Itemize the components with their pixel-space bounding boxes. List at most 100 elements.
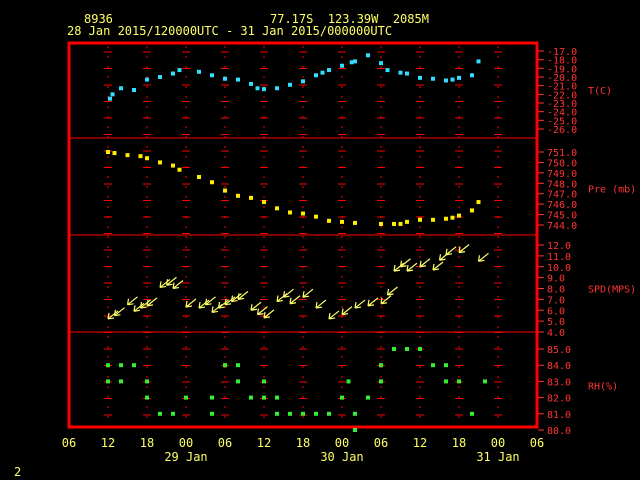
pressure-point — [444, 216, 448, 221]
y-tick-label: 83.0 — [547, 377, 571, 388]
wind-arrow — [380, 295, 392, 305]
pressure-point — [112, 151, 117, 156]
wind-arrow — [432, 261, 444, 271]
y-tick-label: 4.0 — [547, 328, 565, 339]
temperature-point — [119, 86, 123, 91]
rh-point — [392, 347, 396, 351]
rh-point — [431, 363, 435, 368]
wind-axis-title: SPD(MPS) — [588, 285, 636, 296]
y-tick-label: 82.0 — [547, 394, 571, 405]
y-tick-label: -17.0 — [547, 47, 577, 58]
temperature-point — [110, 92, 115, 97]
pressure-point — [431, 217, 435, 222]
pressure-point — [340, 219, 344, 224]
y-tick-label: -21.0 — [547, 82, 577, 93]
wind-arrow — [230, 293, 242, 303]
y-tick-label: 5.0 — [547, 317, 565, 328]
pressure-axis-title: Pre (mb) — [588, 185, 636, 196]
pressure-point — [125, 153, 130, 158]
rh-point — [119, 363, 123, 368]
y-tick-label: 748.0 — [547, 179, 577, 190]
pressure-point — [379, 221, 383, 226]
wind-arrow — [315, 299, 327, 309]
temperature-point — [366, 53, 370, 58]
pressure-point — [301, 211, 305, 216]
pressure-point — [275, 206, 279, 211]
y-tick-label: 749.0 — [547, 169, 577, 180]
rh-point — [158, 411, 162, 416]
temperature-point — [197, 69, 201, 74]
x-tick-label: 00 — [179, 436, 193, 450]
wind-arrow — [354, 299, 366, 309]
y-tick-label: 745.0 — [547, 211, 577, 222]
x-tick-label: 12 — [257, 436, 271, 450]
temperature-point — [470, 73, 474, 78]
y-tick-label: 747.0 — [547, 190, 577, 201]
temperature-point — [236, 77, 240, 82]
rh-point — [119, 379, 123, 384]
station-location: 77.17S 123.39W 2085M — [270, 12, 429, 26]
y-tick-label: 12.0 — [547, 241, 571, 252]
rh-point — [470, 411, 474, 416]
x-tick-label: 00 — [491, 436, 505, 450]
wind-arrow — [250, 301, 262, 311]
wind-arrow — [185, 298, 197, 308]
wind-arrow — [477, 252, 489, 262]
rh-point — [327, 411, 331, 416]
y-tick-label: -23.0 — [547, 99, 577, 110]
wind-arrow — [211, 303, 223, 314]
x-tick-label: 06 — [218, 436, 232, 450]
rh-point — [145, 379, 149, 384]
rh-point — [288, 411, 292, 416]
temperature-point — [314, 73, 318, 78]
wind-arrow — [159, 278, 171, 289]
y-tick-label: -19.0 — [547, 64, 577, 75]
wind-arrow — [282, 288, 294, 298]
rh-point — [236, 379, 240, 384]
rh-point — [249, 395, 253, 400]
x-tick-label: 12 — [413, 436, 427, 450]
wind-arrow — [386, 286, 398, 296]
temperature-point — [457, 75, 461, 80]
pressure-point — [197, 175, 201, 180]
wind-arrow — [256, 306, 268, 316]
y-tick-label: -26.0 — [547, 125, 577, 136]
rh-axis-title: RH(%) — [588, 382, 618, 393]
station-id: 8936 — [84, 12, 113, 26]
temperature-point — [476, 59, 481, 64]
y-tick-label: 744.0 — [547, 221, 577, 232]
rh-point — [184, 395, 188, 400]
x-tick-label: 06 — [62, 436, 76, 450]
pressure-point — [353, 220, 357, 225]
wind-arrow — [198, 299, 210, 309]
temperature-point — [177, 68, 182, 73]
temperature-point — [145, 77, 149, 82]
rh-point — [301, 411, 305, 416]
wind-arrow — [139, 299, 151, 309]
temperature-point — [444, 78, 448, 83]
wind-arrow — [172, 280, 184, 290]
temperature-point — [327, 68, 331, 73]
temperature-point — [275, 86, 279, 91]
y-tick-label: 81.0 — [547, 410, 571, 421]
temperature-point — [405, 71, 409, 76]
pressure-point — [158, 160, 162, 165]
pressure-point — [223, 188, 227, 193]
pressure-point — [418, 217, 422, 222]
rh-point — [262, 379, 266, 384]
wind-arrow — [237, 290, 249, 300]
wind-arrow — [367, 297, 379, 307]
pressure-point — [327, 218, 331, 223]
rh-point — [346, 379, 351, 384]
pressure-point — [314, 214, 318, 219]
temperature-axis-title: T(C) — [588, 86, 612, 97]
y-tick-label: 751.0 — [547, 148, 577, 159]
wind-arrow — [341, 306, 353, 316]
temperature-point — [398, 70, 403, 75]
y-tick-label: -25.0 — [547, 116, 577, 127]
x-tick-label: 18 — [296, 436, 310, 450]
rh-point — [340, 395, 344, 400]
wind-arrow — [107, 310, 119, 320]
y-tick-label: 750.0 — [547, 158, 577, 169]
